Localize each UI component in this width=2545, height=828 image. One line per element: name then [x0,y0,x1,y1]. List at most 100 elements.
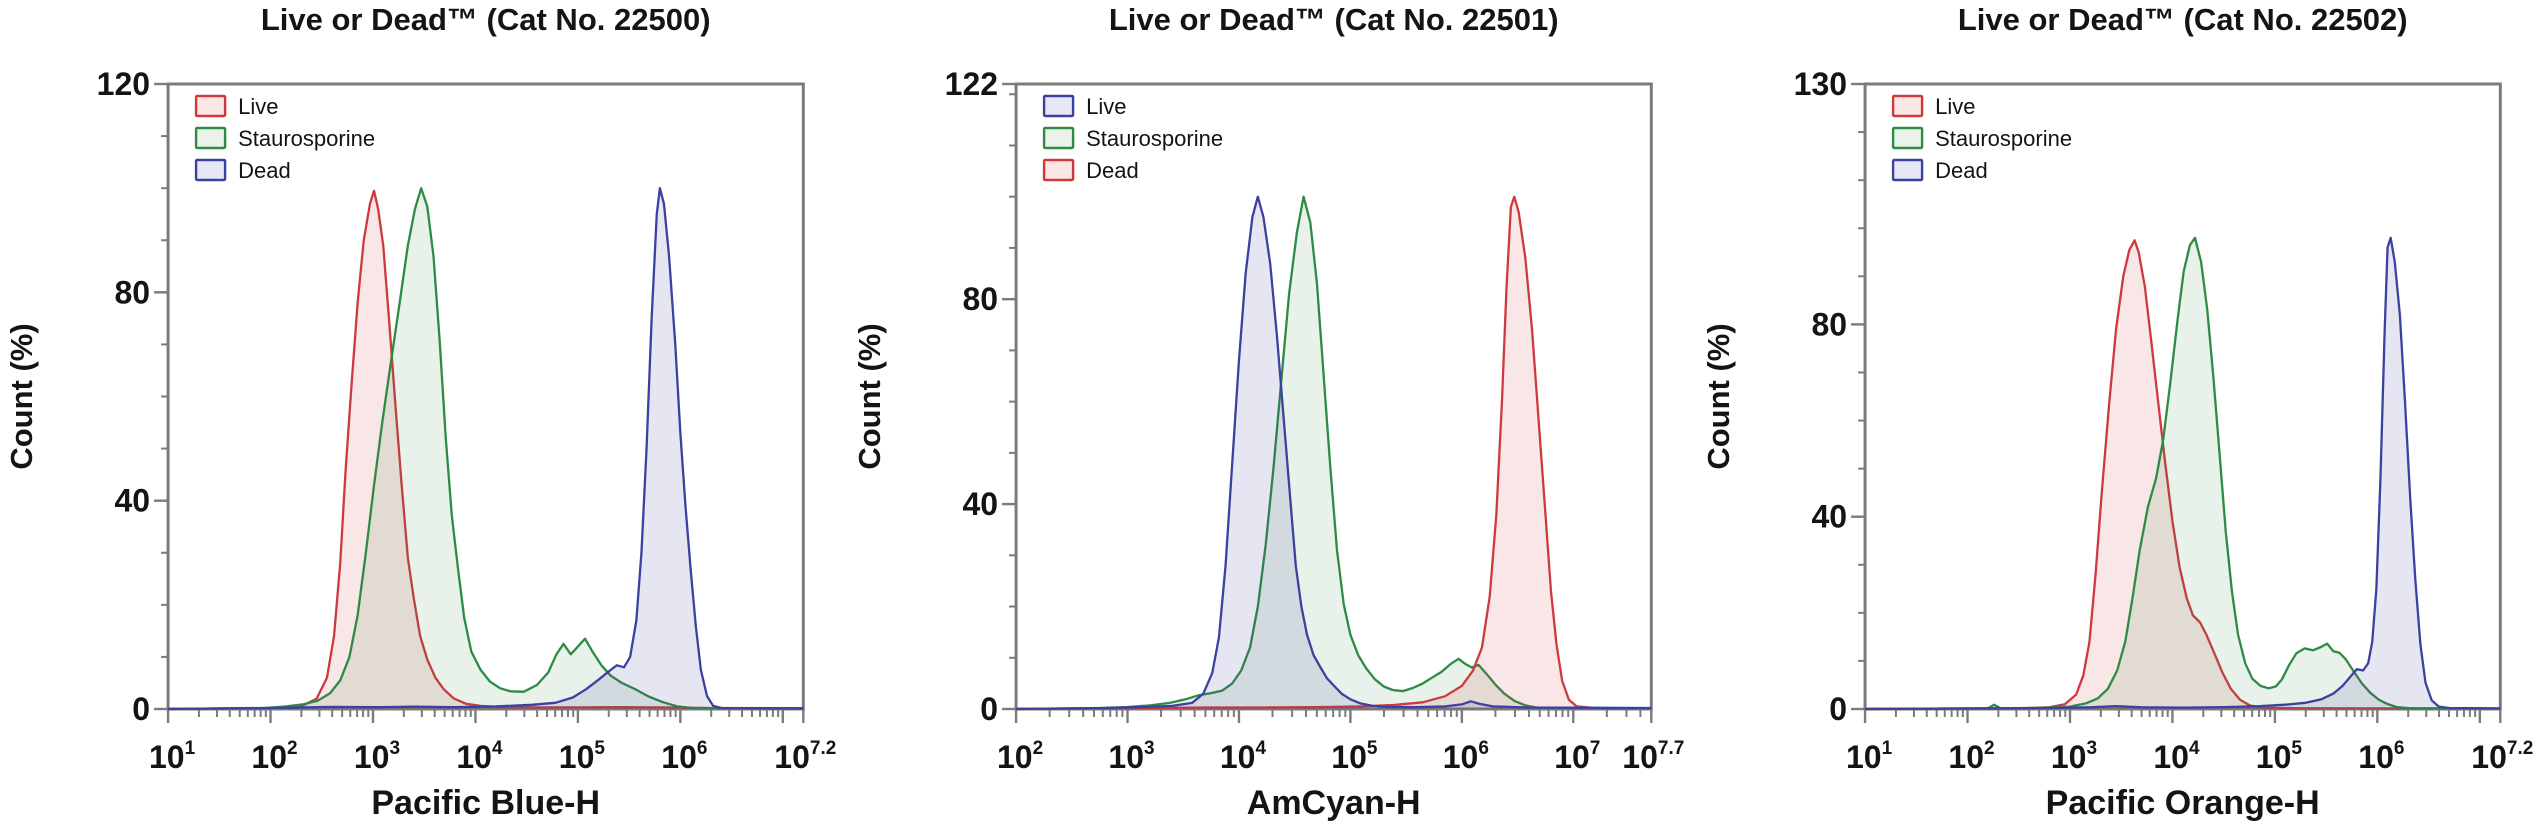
legend-swatch-live [1043,94,1075,118]
y-tick-label: 40 [963,486,999,522]
chart-panel-3: Live or Dead™ (Cat No. 22502) 0 40 80 130 101… [1697,0,2545,828]
legend-label-live: Live [238,94,278,119]
series-live-curve [1864,239,2500,711]
x-tick-label-exponent: 3 [1144,738,1155,759]
legend-swatch-live [1891,94,1923,118]
y-axis-label: Count (%) [852,323,887,469]
y-tick-label: 40 [114,483,150,519]
x-tick-label: 105 [2255,738,2302,775]
series-staurosporine-curve [1016,195,1652,711]
x-tick-label: 105 [1332,738,1379,775]
chart-panel-1: Live or Dead™ (Cat No. 22500) 0 40 80 120 101… [0,0,848,828]
y-tick-label: 120 [97,66,150,102]
plot-box [1863,82,2502,711]
series-live-fill [1864,240,2500,710]
x-axis-label: Pacific Orange-H [2045,784,2319,822]
x-tick-label-exponent: 5 [594,738,605,759]
x-tick-label-exponent: 5 [1367,738,1378,759]
x-tick-label-exponent: 7 [1590,738,1601,759]
x-end-tick-label: 107.7 [1623,738,1685,775]
series-staurosporine-curve [168,187,804,711]
y-tick-label: 122 [945,66,998,102]
chart-svg-1: Live or Dead™ (Cat No. 22500) 0 40 80 120 101… [4,2,836,822]
x-tick-label-exponent: 6 [2394,738,2405,759]
series-dead-curve [168,187,804,711]
legend-label-dead: Dead [1935,158,1988,183]
x-tick-label: 105 [559,738,606,775]
x-tick-label-exponent: 3 [2086,738,2097,759]
x-end-tick-label-exponent: 7.7 [1658,738,1684,759]
series-live-fill [168,190,804,710]
legend-label-live: Live [1086,94,1126,119]
x-end-tick-label-exponent: 7.2 [810,738,836,759]
legend-swatch-staurosporine [1043,126,1075,150]
series-staurosporine-fill [168,188,804,709]
y-axis-label: Count (%) [4,323,39,469]
legend-swatch-dead [194,158,227,182]
legend-swatch-dead [1043,158,1075,182]
x-tick-label-exponent: 1 [1881,738,1892,759]
x-tick-label: 104 [1220,738,1267,775]
series-staurosporine-curve [1864,236,2500,711]
legend-label-live: Live [1935,94,1975,119]
legend-label-staurosporine: Staurosporine [1935,126,2072,151]
x-tick-label-exponent: 3 [389,738,400,759]
y-axis-label: Count (%) [1701,323,1736,469]
legend-swatch-staurosporine [1891,126,1923,150]
x-tick-label-exponent: 2 [287,738,298,759]
y-tick-label: 80 [963,281,999,317]
x-tick-label: 106 [661,738,707,775]
chart-svg-3: Live or Dead™ (Cat No. 22502) 0 40 80 130 101… [1701,2,2533,822]
x-tick-label: 102 [1948,738,1994,775]
y-tick-label: 0 [1829,691,1847,727]
chart-panel-2: Live or Dead™ (Cat No. 22501) 0 40 80 122 102… [848,0,1696,828]
x-tick-label-exponent: 6 [1479,738,1490,759]
series-dead-fill [168,188,804,709]
x-tick-label-exponent: 4 [1256,738,1267,759]
legend-swatch-live [194,94,227,118]
series-dead-curve [1016,195,1652,711]
chart-svg-2: Live or Dead™ (Cat No. 22501) 0 40 80 122 102… [852,2,1685,822]
y-tick-label: 80 [1811,306,1847,342]
x-tick-label-exponent: 4 [492,738,503,759]
chart-title: Live or Dead™ (Cat No. 22502) [1957,2,2407,37]
legend-swatch-staurosporine [194,126,227,150]
chart-title: Live or Dead™ (Cat No. 22500) [261,2,711,37]
x-axis-label: Pacific Blue-H [371,784,600,822]
x-tick-label-exponent: 5 [2291,738,2302,759]
x-axis-label: AmCyan-H [1247,784,1421,822]
x-tick-label: 102 [251,738,297,775]
series-dead-fill [1016,196,1652,709]
x-tick-label: 103 [2051,738,2097,775]
legend-label-dead: Dead [1086,158,1139,183]
y-tick-label: 0 [981,691,999,727]
x-end-tick-label: 107.2 [774,738,836,775]
x-tick-label: 103 [1109,738,1155,775]
x-tick-label: 101 [1846,738,1893,775]
series-live-curve [168,189,804,711]
series-staurosporine-fill [1864,237,2500,710]
x-tick-label-exponent: 4 [2189,738,2200,759]
legend-label-dead: Dead [238,158,291,183]
y-tick-label: 40 [1811,499,1847,535]
x-tick-label: 102 [997,738,1043,775]
x-end-tick-label: 107.2 [2471,738,2533,775]
x-tick-label-exponent: 1 [185,738,196,759]
x-tick-label: 101 [149,738,196,775]
x-tick-label-exponent: 2 [1033,738,1044,759]
x-tick-label-exponent: 6 [697,738,708,759]
series-dead-curve [1864,236,2500,711]
x-tick-label: 104 [456,738,503,775]
x-tick-label: 106 [2358,738,2404,775]
legend-swatch-dead [1891,158,1923,182]
legend-label-staurosporine: Staurosporine [1086,126,1223,151]
x-tick-label: 107 [1555,738,1601,775]
y-tick-label: 80 [114,274,150,310]
series-staurosporine-fill [1016,196,1652,709]
series-live-curve [1016,195,1652,711]
x-tick-label: 106 [1443,738,1489,775]
y-tick-label: 130 [1793,66,1846,102]
y-tick-label: 0 [132,691,150,727]
x-tick-label: 104 [2153,738,2200,775]
